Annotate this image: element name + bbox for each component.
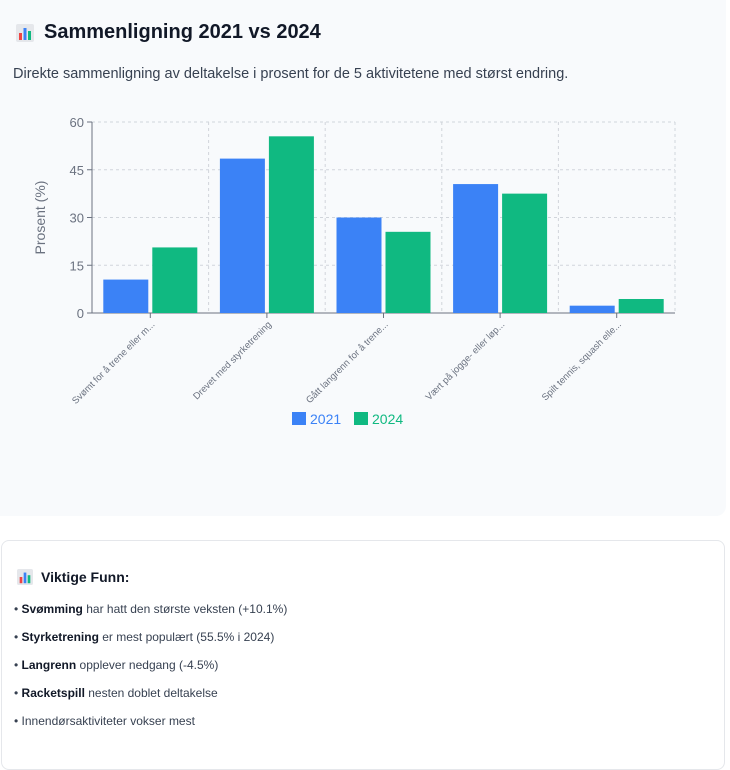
y-tick-label: 0	[77, 306, 84, 321]
findings-list: • Svømming har hatt den største veksten …	[14, 601, 287, 741]
finding-item: • Svømming har hatt den største veksten …	[14, 602, 288, 616]
bar-2021-2	[336, 217, 382, 313]
finding-item: • Innendørsaktiviteter vokser mest	[14, 714, 195, 728]
bar-chart-icon	[17, 569, 33, 585]
bar-2021-3	[453, 184, 499, 313]
title-row: Sammenligning 2021 vs 2024	[16, 21, 321, 44]
x-tick-label: Svømt for å trene eller m...	[70, 319, 157, 406]
chart-subtitle: Direkte sammenligning av deltakelse i pr…	[13, 66, 569, 82]
finding-item: • Langrenn opplever nedgang (-4.5%)	[14, 658, 219, 672]
bar-2021-0	[103, 279, 149, 313]
bar-chart: 0 15 30 45 60 Prosent (%) Svømt for å trene el…	[32, 115, 676, 427]
legend-label-2021: 2021	[310, 411, 341, 427]
findings-card: Viktige Funn: • Svømming har hatt den st…	[1, 540, 725, 770]
y-tick-label: 60	[70, 115, 84, 130]
bar-2021-4	[569, 305, 615, 313]
legend-swatch-2024	[354, 412, 368, 425]
bar-2024-0	[152, 247, 198, 313]
legend-label-2024: 2024	[372, 411, 403, 427]
page-title: Sammenligning 2021 vs 2024	[44, 21, 321, 43]
bar-2024-1	[268, 136, 314, 313]
y-tick-label: 45	[70, 163, 84, 178]
comparison-card: Sammenligning 2021 vs 2024 Direkte samme…	[13, 21, 676, 427]
bar-chart-icon	[16, 23, 34, 42]
y-tick-label: 30	[70, 211, 84, 226]
y-tick-label: 15	[70, 258, 84, 273]
bar-2024-4	[618, 298, 664, 313]
finding-item: • Racketspill nesten doblet deltakelse	[14, 686, 218, 700]
x-tick-label: Drevet med styrketrening	[191, 319, 274, 402]
legend-swatch-2021	[292, 412, 306, 425]
x-tick-label: Gått langrenn for å trene...	[304, 319, 391, 406]
findings-header: Viktige Funn:	[17, 569, 129, 585]
bar-2024-3	[502, 193, 548, 313]
bar-2021-1	[219, 158, 265, 313]
x-tick-label: Vært på jogge- eller løp...	[424, 319, 508, 403]
x-tick-label: Spilt tennis, squash elle...	[540, 319, 624, 403]
finding-item: • Styrketrening er mest populært (55.5% …	[14, 630, 275, 644]
bar-2024-2	[385, 231, 431, 313]
y-axis-label: Prosent (%)	[32, 181, 48, 255]
findings-title: Viktige Funn:	[41, 569, 130, 585]
